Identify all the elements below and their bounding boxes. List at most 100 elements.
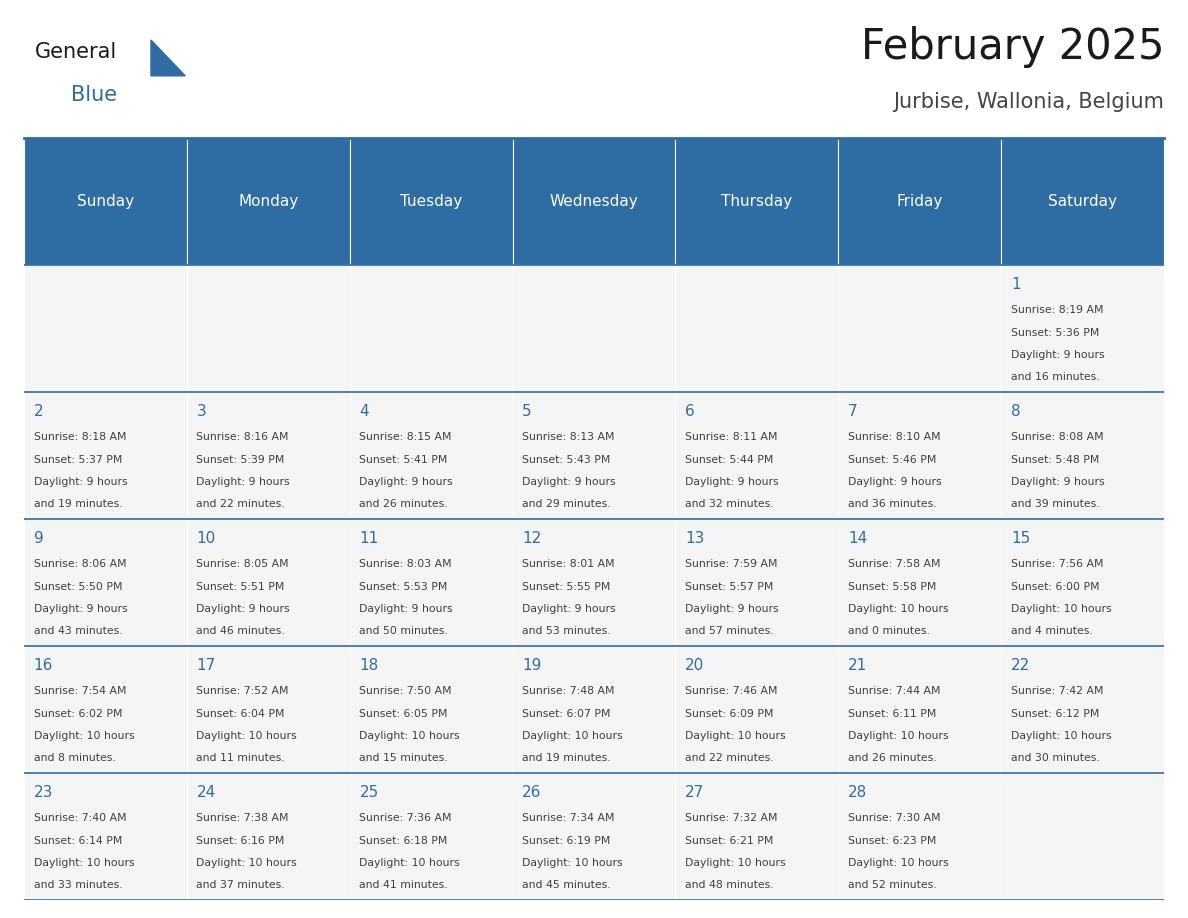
Text: Sunrise: 7:36 AM: Sunrise: 7:36 AM <box>360 813 451 823</box>
Text: 5: 5 <box>523 404 532 420</box>
Text: Sunset: 6:18 PM: Sunset: 6:18 PM <box>360 835 448 845</box>
Text: and 52 minutes.: and 52 minutes. <box>848 880 937 890</box>
FancyBboxPatch shape <box>187 773 349 900</box>
Text: Sunset: 6:14 PM: Sunset: 6:14 PM <box>33 835 122 845</box>
Text: Sunrise: 8:05 AM: Sunrise: 8:05 AM <box>196 559 289 569</box>
Text: and 30 minutes.: and 30 minutes. <box>1011 753 1100 763</box>
Text: Sunrise: 7:42 AM: Sunrise: 7:42 AM <box>1011 687 1104 696</box>
Text: Daylight: 10 hours: Daylight: 10 hours <box>196 731 297 741</box>
Text: 18: 18 <box>360 658 379 674</box>
FancyBboxPatch shape <box>187 519 349 645</box>
Text: 6: 6 <box>685 404 695 420</box>
Text: Daylight: 10 hours: Daylight: 10 hours <box>848 731 949 741</box>
Text: 9: 9 <box>33 532 43 546</box>
Text: 12: 12 <box>523 532 542 546</box>
Text: Sunrise: 7:48 AM: Sunrise: 7:48 AM <box>523 687 615 696</box>
Text: 26: 26 <box>523 785 542 800</box>
FancyBboxPatch shape <box>187 392 349 519</box>
Text: Sunset: 6:04 PM: Sunset: 6:04 PM <box>196 709 285 719</box>
Text: and 36 minutes.: and 36 minutes. <box>848 499 937 509</box>
Text: and 46 minutes.: and 46 minutes. <box>196 626 285 636</box>
FancyBboxPatch shape <box>349 519 512 645</box>
Text: Sunrise: 8:01 AM: Sunrise: 8:01 AM <box>523 559 615 569</box>
Text: Daylight: 9 hours: Daylight: 9 hours <box>33 476 127 487</box>
Text: 28: 28 <box>848 785 867 800</box>
FancyBboxPatch shape <box>839 645 1001 773</box>
FancyBboxPatch shape <box>512 138 676 264</box>
Text: and 48 minutes.: and 48 minutes. <box>685 880 773 890</box>
FancyBboxPatch shape <box>24 519 187 645</box>
Text: and 53 minutes.: and 53 minutes. <box>523 626 611 636</box>
Text: Sunset: 5:41 PM: Sunset: 5:41 PM <box>360 454 448 465</box>
FancyBboxPatch shape <box>349 645 512 773</box>
Text: Sunset: 6:02 PM: Sunset: 6:02 PM <box>33 709 122 719</box>
FancyBboxPatch shape <box>512 645 676 773</box>
FancyBboxPatch shape <box>676 264 839 392</box>
Text: 21: 21 <box>848 658 867 674</box>
Text: Daylight: 10 hours: Daylight: 10 hours <box>848 857 949 868</box>
Text: Sunrise: 7:30 AM: Sunrise: 7:30 AM <box>848 813 941 823</box>
FancyBboxPatch shape <box>839 264 1001 392</box>
Text: Daylight: 9 hours: Daylight: 9 hours <box>196 604 290 614</box>
Text: 10: 10 <box>196 532 216 546</box>
Text: Daylight: 10 hours: Daylight: 10 hours <box>685 731 786 741</box>
Text: Sunset: 6:00 PM: Sunset: 6:00 PM <box>1011 581 1100 591</box>
Text: Daylight: 9 hours: Daylight: 9 hours <box>360 604 453 614</box>
Text: 7: 7 <box>848 404 858 420</box>
Text: Tuesday: Tuesday <box>400 194 462 208</box>
FancyBboxPatch shape <box>349 392 512 519</box>
Text: Daylight: 9 hours: Daylight: 9 hours <box>1011 350 1105 360</box>
FancyBboxPatch shape <box>187 645 349 773</box>
Text: Sunset: 6:09 PM: Sunset: 6:09 PM <box>685 709 773 719</box>
Text: and 19 minutes.: and 19 minutes. <box>523 753 611 763</box>
Text: and 57 minutes.: and 57 minutes. <box>685 626 773 636</box>
Text: 3: 3 <box>196 404 207 420</box>
Text: Sunset: 6:11 PM: Sunset: 6:11 PM <box>848 709 936 719</box>
Text: 17: 17 <box>196 658 216 674</box>
FancyBboxPatch shape <box>349 773 512 900</box>
Text: 27: 27 <box>685 785 704 800</box>
Text: Sunset: 6:16 PM: Sunset: 6:16 PM <box>196 835 285 845</box>
Text: Sunset: 5:55 PM: Sunset: 5:55 PM <box>523 581 611 591</box>
FancyBboxPatch shape <box>676 645 839 773</box>
Text: 23: 23 <box>33 785 53 800</box>
Text: Sunset: 5:36 PM: Sunset: 5:36 PM <box>1011 328 1099 338</box>
Text: Daylight: 10 hours: Daylight: 10 hours <box>33 857 134 868</box>
Text: 16: 16 <box>33 658 53 674</box>
Text: Jurbise, Wallonia, Belgium: Jurbise, Wallonia, Belgium <box>893 92 1164 112</box>
Text: 24: 24 <box>196 785 216 800</box>
Text: Daylight: 9 hours: Daylight: 9 hours <box>360 476 453 487</box>
FancyBboxPatch shape <box>24 392 187 519</box>
Text: Daylight: 9 hours: Daylight: 9 hours <box>196 476 290 487</box>
Text: Daylight: 10 hours: Daylight: 10 hours <box>523 731 623 741</box>
Text: Daylight: 10 hours: Daylight: 10 hours <box>360 731 460 741</box>
FancyBboxPatch shape <box>24 773 187 900</box>
Text: Sunset: 5:48 PM: Sunset: 5:48 PM <box>1011 454 1099 465</box>
Text: Sunset: 5:43 PM: Sunset: 5:43 PM <box>523 454 611 465</box>
Text: and 4 minutes.: and 4 minutes. <box>1011 626 1093 636</box>
FancyBboxPatch shape <box>839 519 1001 645</box>
FancyBboxPatch shape <box>676 519 839 645</box>
Text: and 29 minutes.: and 29 minutes. <box>523 499 611 509</box>
Text: Sunrise: 7:40 AM: Sunrise: 7:40 AM <box>33 813 126 823</box>
Text: and 32 minutes.: and 32 minutes. <box>685 499 773 509</box>
FancyBboxPatch shape <box>512 773 676 900</box>
FancyBboxPatch shape <box>187 264 349 392</box>
FancyBboxPatch shape <box>676 138 839 264</box>
Text: and 26 minutes.: and 26 minutes. <box>848 753 937 763</box>
Text: Daylight: 10 hours: Daylight: 10 hours <box>196 857 297 868</box>
Text: Sunrise: 7:32 AM: Sunrise: 7:32 AM <box>685 813 778 823</box>
Text: 8: 8 <box>1011 404 1020 420</box>
Text: Sunset: 5:57 PM: Sunset: 5:57 PM <box>685 581 773 591</box>
FancyBboxPatch shape <box>24 264 187 392</box>
Text: Sunrise: 7:58 AM: Sunrise: 7:58 AM <box>848 559 941 569</box>
Text: Saturday: Saturday <box>1048 194 1117 208</box>
FancyBboxPatch shape <box>187 138 349 264</box>
Text: Sunset: 5:39 PM: Sunset: 5:39 PM <box>196 454 285 465</box>
Text: and 37 minutes.: and 37 minutes. <box>196 880 285 890</box>
Text: Daylight: 10 hours: Daylight: 10 hours <box>1011 604 1112 614</box>
Text: 1: 1 <box>1011 277 1020 293</box>
Text: Sunset: 5:37 PM: Sunset: 5:37 PM <box>33 454 122 465</box>
Text: Sunrise: 7:52 AM: Sunrise: 7:52 AM <box>196 687 289 696</box>
Text: and 0 minutes.: and 0 minutes. <box>848 626 930 636</box>
